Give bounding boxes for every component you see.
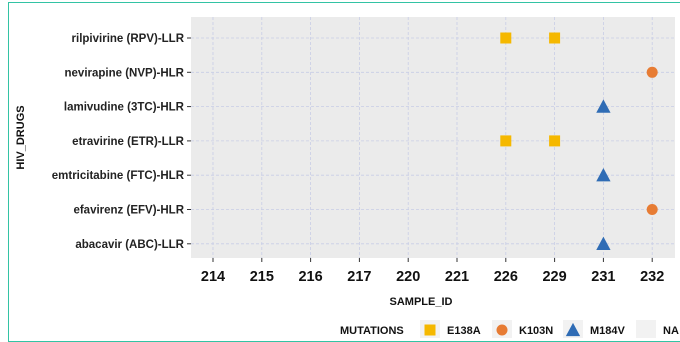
x-tick-label: 221 [445,269,469,285]
legend-key-k103n [496,324,508,336]
legend-label: NA [663,325,679,337]
y-tick-label: emtricitabine (FTC)-HLR [52,170,185,182]
legend-key-e138a [424,324,436,336]
y-tick-label: rilpivirine (RPV)-LLR [72,33,185,45]
data-point-k103n [646,66,658,78]
y-tick-label: abacavir (ABC)-LLR [75,239,184,251]
x-tick-label: 217 [347,269,371,285]
y-axis-title: HIV_DRUGS [15,105,27,169]
legend-title: MUTATIONS [340,325,404,337]
legend-label: E138A [447,325,481,337]
data-point-m184v [596,99,611,113]
data-point-e138a [549,32,561,44]
legend-label: K103N [519,325,553,337]
plot-panel [191,17,675,258]
x-tick-label: 215 [250,269,274,285]
y-tick-label: nevirapine (NVP)-HLR [65,67,185,79]
y-tick-label: etravirine (ETR)-LLR [72,136,185,148]
x-tick-label: 214 [201,269,225,285]
data-point-e138a [549,135,561,147]
legend-key-bg [636,320,656,338]
legend-label: M184V [590,325,626,337]
x-tick-label: 229 [542,269,566,285]
y-tick-label: lamivudine (3TC)-HLR [64,102,185,114]
y-tick-label: efavirenz (EFV)-HLR [73,205,184,217]
legend-key-m184v [565,322,581,337]
x-tick-label: 232 [640,269,664,285]
x-tick-label: 226 [494,269,518,285]
data-point-k103n [646,204,658,215]
data-point-m184v [596,236,611,250]
x-tick-label: 216 [298,269,322,285]
data-point-e138a [500,135,512,147]
data-point-m184v [596,168,611,182]
x-tick-label: 231 [591,269,615,285]
x-axis-title: SAMPLE_ID [390,296,453,308]
x-tick-label: 220 [396,269,420,285]
data-point-e138a [500,32,512,44]
